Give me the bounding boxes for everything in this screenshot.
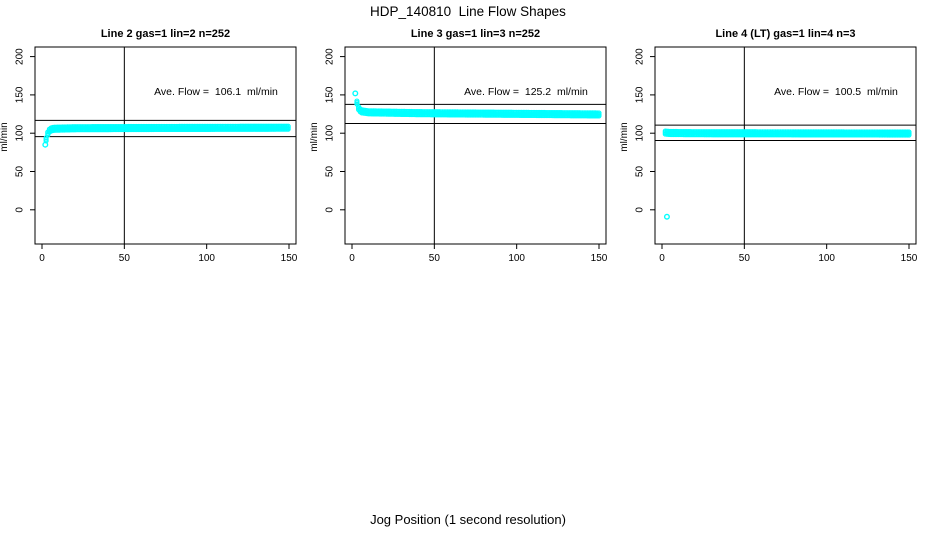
svg-text:50: 50	[429, 253, 441, 264]
svg-text:100: 100	[818, 253, 835, 264]
svg-text:0: 0	[39, 253, 45, 264]
svg-text:0: 0	[15, 207, 26, 213]
svg-text:200: 200	[635, 48, 646, 65]
svg-text:0: 0	[659, 253, 665, 264]
panel-line2: Line 2 gas=1 lin=2 n=252 Ave. Flow = 106…	[0, 22, 310, 274]
svg-text:100: 100	[15, 124, 26, 141]
svg-text:100: 100	[325, 124, 336, 141]
svg-text:100: 100	[508, 253, 525, 264]
ave-flow-annotation-line2: Ave. Flow = 106.1 ml/min	[154, 86, 278, 98]
svg-text:0: 0	[325, 207, 336, 213]
y-axis-label-line3: ml/min	[310, 122, 320, 151]
svg-text:50: 50	[325, 166, 336, 178]
svg-text:200: 200	[325, 48, 336, 65]
line3-chart: Line 3 gas=1 lin=3 n=252 Ave. Flow = 125…	[310, 28, 608, 264]
ave-flow-annotation-line3: Ave. Flow = 125.2 ml/min	[464, 86, 588, 98]
svg-text:50: 50	[15, 166, 26, 178]
panel-line3: Line 3 gas=1 lin=3 n=252 Ave. Flow = 125…	[310, 22, 620, 274]
svg-text:150: 150	[591, 253, 608, 264]
svg-text:100: 100	[198, 253, 215, 264]
figure-title: HDP_140810 Line Flow Shapes	[370, 4, 566, 19]
plot-area-line3: 0 50 100 150 0 50 100 150 200	[325, 46, 608, 264]
plot-area-line4: 0 50 100 150 0 50 100 150 200	[635, 46, 918, 264]
ave-flow-annotation-line4: Ave. Flow = 100.5 ml/min	[774, 86, 898, 98]
svg-text:150: 150	[281, 253, 298, 264]
panel-title-line4: Line 4 (LT) gas=1 lin=4 n=3	[715, 28, 855, 40]
panel-line4: Line 4 (LT) gas=1 lin=4 n=3 Ave. Flow = …	[620, 22, 930, 274]
svg-text:150: 150	[635, 86, 646, 103]
y-axis-label-line4: ml/min	[620, 122, 630, 151]
svg-text:50: 50	[119, 253, 131, 264]
panel-title-line2: Line 2 gas=1 lin=2 n=252	[101, 28, 230, 40]
svg-text:100: 100	[635, 124, 646, 141]
line4-chart: Line 4 (LT) gas=1 lin=4 n=3 Ave. Flow = …	[620, 28, 918, 264]
figure-x-axis-label: Jog Position (1 second resolution)	[370, 512, 566, 527]
svg-text:0: 0	[349, 253, 355, 264]
svg-text:150: 150	[15, 86, 26, 103]
panel-title-line3: Line 3 gas=1 lin=3 n=252	[411, 28, 540, 40]
svg-text:50: 50	[739, 253, 751, 264]
plot-area-line2: 0 50 100 150 0 50 100 150 200	[15, 46, 298, 264]
svg-text:50: 50	[635, 166, 646, 178]
svg-text:150: 150	[901, 253, 918, 264]
y-axis-label-line2: ml/min	[0, 122, 10, 151]
svg-text:150: 150	[325, 86, 336, 103]
line2-chart: Line 2 gas=1 lin=2 n=252 Ave. Flow = 106…	[0, 28, 298, 264]
svg-text:200: 200	[15, 48, 26, 65]
svg-text:0: 0	[635, 207, 646, 213]
